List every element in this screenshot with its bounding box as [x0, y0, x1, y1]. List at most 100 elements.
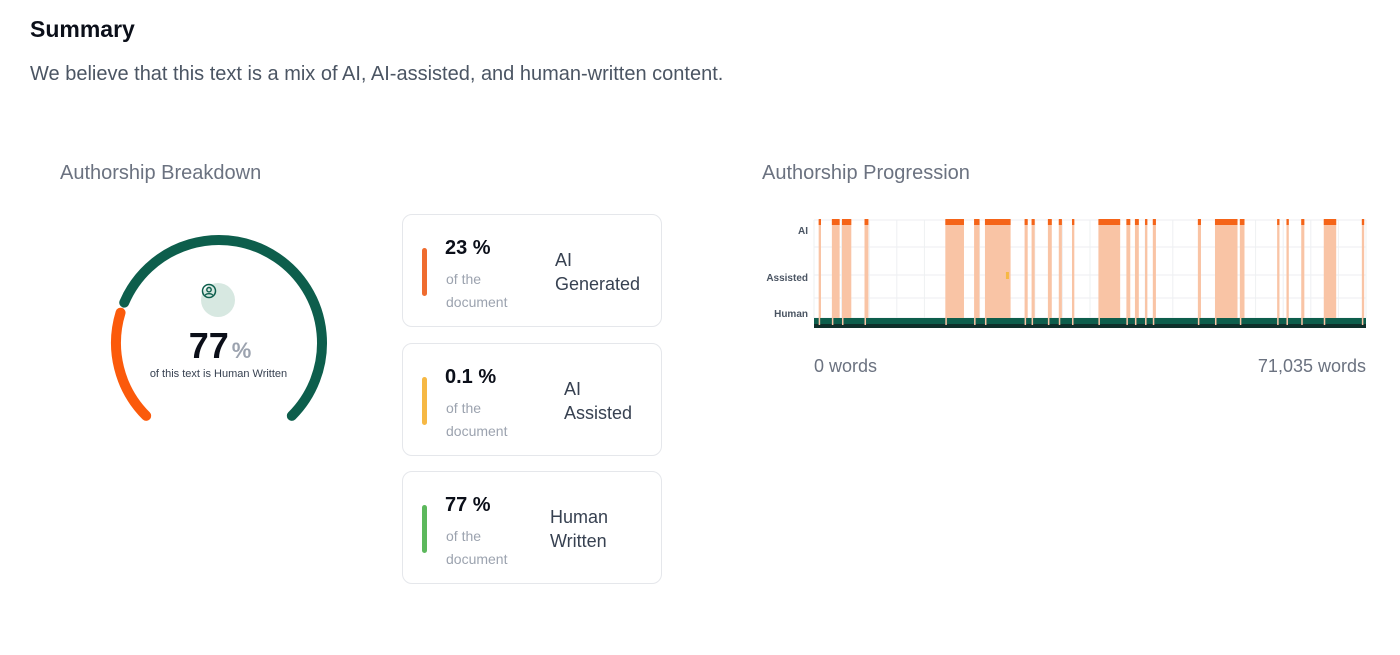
- ai-segment-top: [1098, 219, 1121, 225]
- ai-segment-fill: [818, 220, 821, 322]
- ai-generated-color-bar: [422, 248, 427, 296]
- ai-segment-top: [1058, 219, 1062, 225]
- authorship-donut: 77% of this text is Human Written: [100, 222, 340, 452]
- ai-segment-fill: [1301, 220, 1305, 322]
- ai-segment-top: [1024, 219, 1028, 225]
- baseline-shadow: [814, 324, 1366, 328]
- segment-tick: [1301, 317, 1303, 325]
- y-label-ai: AI: [798, 226, 808, 237]
- ai-segment-fill: [1031, 220, 1035, 322]
- human-baseline: [814, 318, 1366, 324]
- ai-segment-fill: [1098, 220, 1121, 322]
- segment-tick: [984, 317, 987, 325]
- donut-ai-arc: [111, 307, 152, 421]
- ai-segment-fill: [1058, 220, 1062, 322]
- ai-generated-card: 23 % of the document AI Generated: [402, 214, 662, 327]
- y-label-human: Human: [774, 309, 808, 320]
- ai-segment-top: [1323, 219, 1337, 225]
- segment-tick: [1126, 317, 1128, 325]
- segment-tick: [974, 317, 976, 325]
- ai-segment-fill: [1239, 220, 1245, 322]
- segment-tick: [1361, 317, 1364, 325]
- segment-tick: [1145, 317, 1147, 325]
- ai-segment-fill: [1323, 220, 1337, 322]
- segment-tick: [818, 317, 821, 325]
- donut-percent-number: 77: [188, 325, 229, 366]
- donut-human-arc: [119, 235, 327, 421]
- ai-segment-top: [1286, 219, 1289, 225]
- authorship-progression-chart: AI Assisted Human: [740, 210, 1380, 340]
- ai-generated-percent: 23 %: [445, 237, 491, 259]
- ai-segment-top: [1145, 219, 1148, 225]
- ai-segment-fill: [1047, 220, 1052, 322]
- ai-segment-top: [1126, 219, 1131, 225]
- ai-segment-fill: [1286, 220, 1289, 322]
- segment-tick: [1047, 317, 1050, 325]
- segment-tick: [1071, 317, 1074, 325]
- ai-segment-fill: [1214, 220, 1238, 322]
- ai-generated-label: AI Generated: [555, 250, 641, 294]
- ai-segment-fill: [1024, 220, 1028, 322]
- ai-segment-fill: [1145, 220, 1148, 322]
- segment-tick: [1239, 317, 1242, 325]
- ai-segment-top: [1031, 219, 1035, 225]
- ai-segment-top: [1239, 219, 1245, 225]
- donut-value: 77%: [100, 326, 340, 374]
- ai-segment-top: [1277, 219, 1280, 225]
- ai-segment-top: [1071, 219, 1075, 225]
- ai-segment-fill: [1152, 220, 1156, 322]
- progression-ai-fills: [818, 220, 1365, 322]
- summary-title: Summary: [30, 16, 135, 42]
- ai-segment-fill: [984, 220, 1011, 322]
- human-written-card: 77 % of the document Human Written: [402, 471, 662, 584]
- ai-segment-top: [1152, 219, 1156, 225]
- ai-segment-fill: [974, 220, 980, 322]
- ai-segment-fill: [1361, 220, 1365, 322]
- segment-tick: [1058, 317, 1061, 325]
- y-label-assisted: Assisted: [766, 273, 808, 284]
- ai-assisted-color-bar: [422, 377, 427, 425]
- authorship-progression-title: Authorship Progression: [762, 162, 970, 184]
- segment-tick: [1024, 317, 1027, 325]
- progression-grid: [813, 219, 1367, 319]
- ai-segment-fill: [1134, 220, 1139, 322]
- segment-tick: [1098, 317, 1100, 325]
- ai-segment-fill: [841, 220, 852, 322]
- ai-segment-top: [1301, 219, 1305, 225]
- ai-segment-fill: [1126, 220, 1131, 322]
- x-axis-start-label: 0 words: [814, 356, 878, 376]
- ai-segment-top: [1134, 219, 1139, 225]
- ai-segment-fill: [1071, 220, 1075, 322]
- summary-description: We believe that this text is a mix of AI…: [30, 63, 724, 85]
- ai-segment-top: [984, 219, 1011, 225]
- ai-segment-top: [1361, 219, 1365, 225]
- segment-tick: [1134, 317, 1137, 325]
- ai-segment-top: [864, 219, 869, 225]
- segment-tick: [841, 317, 844, 325]
- segment-tick: [831, 317, 834, 325]
- segment-tick: [945, 317, 947, 325]
- ai-segment-fill: [1197, 220, 1201, 322]
- segment-tick: [1214, 317, 1217, 325]
- ai-segment-top: [818, 219, 821, 225]
- ai-segment-fill: [831, 220, 840, 322]
- ai-segment-fill: [864, 220, 869, 322]
- ai-segment-top: [1214, 219, 1238, 225]
- ai-segment-fill: [1277, 220, 1280, 322]
- progression-marks: [814, 219, 1366, 328]
- ai-segment-top: [945, 219, 964, 225]
- progression-svg: AI Assisted Human: [766, 219, 1367, 328]
- donut-caption: of this text is Human Written: [149, 368, 288, 380]
- segment-tick: [1031, 317, 1034, 325]
- ai-segment-top: [1197, 219, 1201, 225]
- ai-segment-top: [974, 219, 980, 225]
- ai-assisted-subtext: of the document: [446, 400, 508, 439]
- donut-chart: [111, 235, 327, 421]
- ai-segment-top: [831, 219, 840, 225]
- ai-assisted-card: 0.1 % of the document AI Assisted: [402, 343, 662, 456]
- ai-generated-subtext: of the document: [446, 271, 508, 310]
- ai-segment-fill: [945, 220, 964, 322]
- human-written-subtext: of the document: [446, 528, 508, 567]
- segment-tick: [864, 317, 867, 325]
- human-written-color-bar: [422, 505, 427, 553]
